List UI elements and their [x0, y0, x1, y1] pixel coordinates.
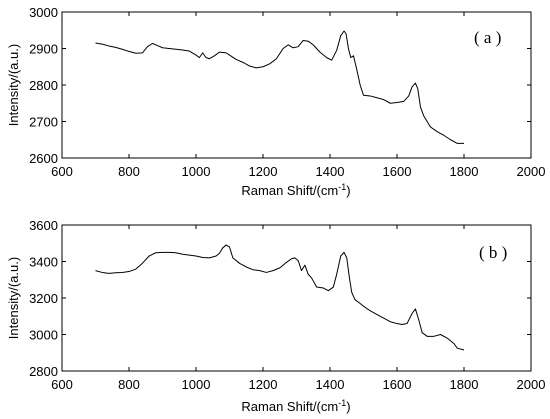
panel-b-x-tick-label: 1800 — [450, 377, 479, 392]
panel-a-y-tick-label: 3000 — [29, 5, 58, 20]
panel-a-y-tick-label: 2800 — [29, 78, 58, 93]
panel-b-label: ( b ) — [479, 243, 507, 262]
panel-a-x-tick-label: 800 — [118, 164, 140, 179]
panel-b-x-tick-label: 1000 — [182, 377, 211, 392]
panel-a-x-axis-label: Raman Shift/(cm-1) — [241, 182, 350, 198]
panel-b-x-tick-label: 2000 — [517, 377, 546, 392]
panel-a-x-tick-label: 1600 — [383, 164, 412, 179]
panel-a-x-axis-label-main: Raman Shift/(cm — [241, 183, 338, 198]
panel-a-x-axis-label-sup: -1 — [338, 182, 346, 192]
panel-a: 600 800 1000 1200 1400 1600 1800 2000 260027002… — [6, 5, 545, 198]
panel-a-x-tick-label: 1400 — [316, 164, 345, 179]
panel-b-y-axis-label: Intensity/(a.u.) — [6, 257, 21, 339]
panel-a-y-axis-label: Intensity/(a.u.) — [6, 44, 21, 126]
panel-a-y-tick-label: 2700 — [29, 115, 58, 130]
panel-b-x-axis-label-sup: -1 — [338, 398, 346, 408]
panel-b-x-tick-label: 1400 — [316, 377, 345, 392]
panel-a-label: ( a ) — [474, 28, 501, 47]
panel-a-x-tick-label: 1200 — [249, 164, 278, 179]
panel-a-x-tick-label: 1000 — [182, 164, 211, 179]
panel-b-x-tick-label: 1200 — [249, 377, 278, 392]
panel-b-x-tick-label: 600 — [51, 377, 73, 392]
panel-a-y-ticks: 2600 2700 2800 2900 3000 — [29, 5, 531, 166]
panel-a-x-ticks: 600 800 1000 1200 1400 1600 1800 2000 — [51, 12, 545, 179]
panel-b-x-tick-label: 800 — [118, 377, 140, 392]
panel-a-x-tick-label: 1800 — [450, 164, 479, 179]
panel-b-x-tick-label: 1600 — [383, 377, 412, 392]
panel-b-x-axis-label-main: Raman Shift/(cm — [241, 399, 338, 414]
panel-b-x-ticks: 600 800 1000 1200 1400 1600 1800 2000 — [51, 225, 545, 392]
panel-b-y-tick-label: 3000 — [29, 328, 58, 343]
panel-b-y-tick-label: 3400 — [29, 255, 58, 270]
panel-b-x-axis-label-end: ) — [346, 399, 350, 414]
panel-a-y-tick-label: 2900 — [29, 42, 58, 57]
panel-a-x-tick-label: 2000 — [517, 164, 546, 179]
panel-b-spectrum-line — [95, 244, 465, 351]
panel-a-x-tick-label: 600 — [51, 164, 73, 179]
panel-a-frame — [61, 11, 532, 159]
panel-a-spectrum-line — [95, 30, 464, 144]
panel-b-x-axis-label: Raman Shift/(cm-1) — [241, 398, 350, 414]
panel-a-y-tick-label: 2600 — [29, 151, 58, 166]
panel-b: 600 800 1000 1200 1400 1600 1800 2000 2800 3000 3… — [6, 218, 545, 414]
panel-b-y-tick-label: 3600 — [29, 218, 58, 233]
panel-a-x-axis-label-end: ) — [346, 183, 350, 198]
panel-b-y-ticks: 2800 3000 3200 3400 3600 — [29, 218, 531, 379]
panel-b-y-tick-label: 2800 — [29, 364, 58, 379]
panel-b-y-tick-label: 3200 — [29, 291, 58, 306]
